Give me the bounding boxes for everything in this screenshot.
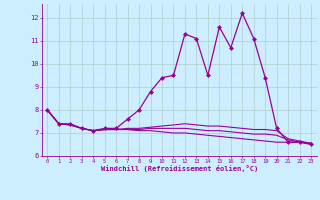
X-axis label: Windchill (Refroidissement éolien,°C): Windchill (Refroidissement éolien,°C) xyxy=(100,165,258,172)
